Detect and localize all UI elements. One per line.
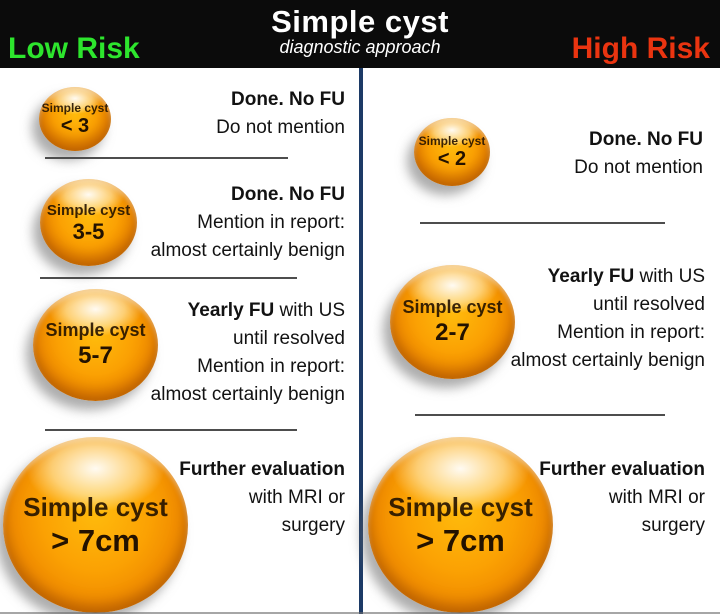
separator-line [415, 414, 665, 416]
instruction-line: Do not mention [216, 117, 345, 138]
instruction-line: until resolved [233, 328, 345, 349]
instruction-line: Done. No FU [589, 129, 703, 150]
sphere-label: Simple cyst [388, 491, 533, 522]
instruction-line: with MRI or [608, 487, 705, 508]
sphere-size: 5-7 [78, 342, 113, 369]
sphere-label: Simple cyst [418, 133, 486, 148]
sphere-label: Simple cyst [45, 320, 146, 340]
header: Low Risk Simple cyst diagnostic approach… [0, 0, 720, 68]
high-risk-label: High Risk [571, 32, 710, 65]
instruction-line: Further evaluation [179, 459, 345, 480]
cyst-sphere-left-5-7: Simple cyst 5-7 [33, 289, 158, 401]
instruction-left-3-5: Done. No FU Mention in report: almost ce… [151, 181, 345, 265]
instruction-line: Yearly FU with US [547, 266, 705, 287]
separator-line [40, 277, 297, 279]
instruction-line: almost certainly benign [150, 240, 345, 261]
page-title: Simple cyst [271, 4, 449, 39]
column-divider [359, 68, 363, 614]
sphere-size: < 2 [437, 147, 467, 170]
instruction-line: Mention in report: [197, 212, 345, 233]
sphere-size: > 7cm [51, 522, 140, 558]
instruction-line: with MRI or [248, 487, 345, 508]
cyst-sphere-right-2-7: Simple cyst 2-7 [390, 265, 515, 379]
sphere-label: Simple cyst [41, 100, 109, 115]
separator-line [45, 157, 288, 159]
sphere-size: 2-7 [435, 319, 470, 346]
instruction-line: Mention in report: [557, 322, 705, 343]
cyst-sphere-left-gt7: Simple cyst > 7cm [3, 437, 188, 613]
low-risk-label: Low Risk [8, 32, 140, 65]
instruction-line: Yearly FU with US [187, 300, 345, 321]
sphere-label: Simple cyst [23, 491, 168, 522]
cyst-sphere-left-lt3: Simple cyst < 3 [39, 87, 111, 151]
instruction-line: surgery [281, 515, 345, 536]
separator-line [420, 222, 665, 224]
instruction-right-lt2: Done. No FU Do not mention [574, 126, 703, 182]
sphere-label: Simple cyst [402, 297, 503, 317]
instruction-line: almost certainly benign [150, 384, 345, 405]
sphere-size: < 3 [60, 114, 90, 137]
sphere-label: Simple cyst [46, 201, 131, 219]
sphere-size: 3-5 [72, 218, 105, 244]
page-subtitle: diagnostic approach [279, 37, 441, 57]
cyst-sphere-left-3-5: Simple cyst 3-5 [40, 179, 137, 266]
instruction-left-lt3: Done. No FU Do not mention [216, 86, 345, 142]
cyst-sphere-right-lt2: Simple cyst < 2 [414, 118, 490, 186]
instruction-line: until resolved [593, 294, 705, 315]
instruction-left-gt7: Further evaluation with MRI or surgery [179, 456, 345, 540]
instruction-line: surgery [641, 515, 705, 536]
instruction-line: Further evaluation [539, 459, 705, 480]
instruction-right-gt7: Further evaluation with MRI or surgery [539, 456, 705, 540]
separator-line [45, 429, 297, 431]
instruction-line: Mention in report: [197, 356, 345, 377]
bottom-border [0, 612, 720, 614]
instruction-line: almost certainly benign [510, 350, 705, 371]
instruction-left-5-7: Yearly FU with US until resolved Mention… [151, 297, 345, 409]
instruction-line: Do not mention [574, 157, 703, 178]
instruction-line: Done. No FU [231, 89, 345, 110]
cyst-sphere-right-gt7: Simple cyst > 7cm [368, 437, 553, 613]
title-block: Simple cyst diagnostic approach [0, 6, 720, 57]
instruction-right-2-7: Yearly FU with US until resolved Mention… [511, 263, 705, 375]
instruction-line: Done. No FU [231, 184, 345, 205]
sphere-size: > 7cm [416, 522, 505, 558]
